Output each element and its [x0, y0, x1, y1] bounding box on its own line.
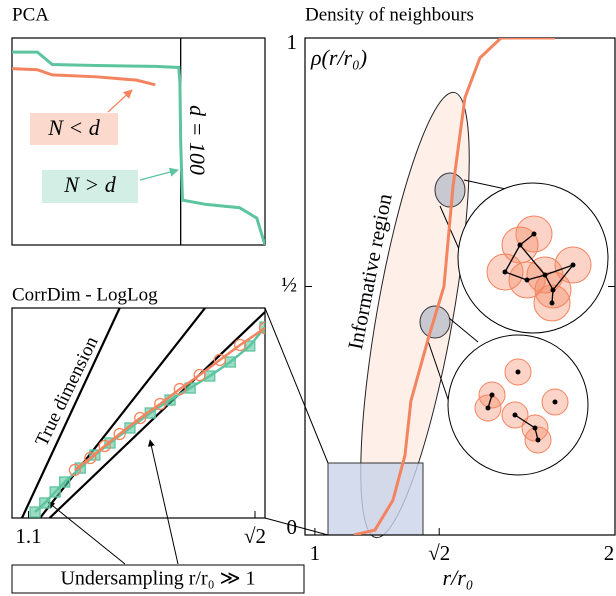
x-tick-label: 2 — [604, 541, 615, 565]
annotation: N > d — [63, 172, 117, 197]
x-tick-label: √2 — [244, 524, 266, 548]
series-line — [22, 308, 120, 518]
x-tick-label: √2 — [428, 541, 450, 565]
series-group — [12, 52, 265, 245]
y-tick-label: ½ — [281, 272, 297, 296]
arrow — [48, 502, 125, 564]
x-tick-label: 1.1 — [15, 524, 41, 548]
series-line — [12, 69, 155, 85]
panel-title: PCA — [12, 4, 49, 25]
figure: PCA CorrDim - LogLog Density of neighbou… — [0, 0, 616, 596]
marker — [245, 341, 255, 351]
marker — [60, 477, 70, 487]
zoom-spot — [435, 173, 465, 207]
marker — [205, 371, 215, 381]
arrow — [150, 440, 178, 564]
annotation: Undersampling r/r₀ ≫ 1 — [60, 568, 255, 590]
marker — [225, 357, 235, 367]
panel-title: Density of neighbours — [305, 4, 474, 25]
panel-title: CorrDim - LogLog — [12, 284, 158, 305]
marker — [30, 507, 40, 517]
connector — [265, 308, 328, 463]
annotation: d = 100 — [185, 105, 210, 175]
x-axis-label: r/r₀ — [443, 565, 474, 590]
y-tick-label: 1 — [287, 30, 298, 54]
zoom-spot — [420, 306, 450, 338]
arrow — [140, 170, 178, 180]
arrow — [108, 90, 132, 112]
y-tick-label: 0 — [287, 515, 298, 539]
y-axis-label: ρ(r/r₀) — [310, 45, 367, 70]
annotation: N < d — [47, 115, 101, 140]
connector — [449, 318, 478, 342]
annotation: True dimension — [31, 333, 102, 450]
marker — [50, 487, 60, 497]
marker — [40, 498, 50, 508]
zoom-rect — [328, 463, 423, 535]
x-tick-label: 1 — [310, 541, 321, 565]
connector — [464, 180, 510, 190]
